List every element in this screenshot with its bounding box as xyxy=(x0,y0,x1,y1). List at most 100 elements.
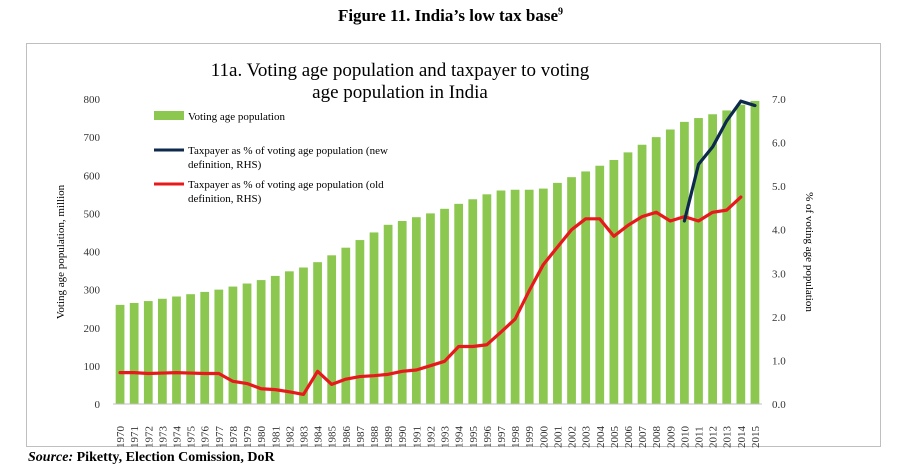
x-tick-label-2005: 2005 xyxy=(609,426,621,449)
bar-2014 xyxy=(736,104,746,404)
legend-label-old-definition-line1: Taxpayer as % of voting age population (… xyxy=(188,179,384,191)
figure-title: Figure 11. India’s low tax base9 xyxy=(0,6,901,26)
bar-1976 xyxy=(200,291,210,404)
x-tick-label-2007: 2007 xyxy=(637,426,649,449)
x-tick-label-2002: 2002 xyxy=(567,426,579,448)
y-tick-label: 800 xyxy=(84,94,101,106)
x-tick-label-2001: 2001 xyxy=(552,426,564,448)
bar-2015 xyxy=(750,100,760,404)
x-tick-label-1984: 1984 xyxy=(313,426,325,449)
bar-2004 xyxy=(595,165,605,404)
x-tick-label-2006: 2006 xyxy=(623,426,635,449)
x-tick-label-1977: 1977 xyxy=(214,426,226,449)
series-line-new-definition xyxy=(682,99,757,223)
y2-tick-label: 5.0 xyxy=(772,181,786,193)
chart-title: 11a. Voting age population and taxpayer … xyxy=(130,60,670,104)
bar-2000 xyxy=(538,188,548,404)
chart-frame xyxy=(26,43,881,447)
bar-1994 xyxy=(454,203,464,404)
x-tick-label-1994: 1994 xyxy=(454,426,466,449)
figure-title-text: Figure 11. India’s low tax base xyxy=(337,6,559,25)
bar-1982 xyxy=(284,271,294,404)
y-tick-label: 500 xyxy=(84,208,101,220)
x-tick-label-1980: 1980 xyxy=(256,426,268,449)
x-tick-label-1972: 1972 xyxy=(143,426,155,448)
y2-axis-label: % of voting age population xyxy=(803,192,815,312)
x-tick-label-1991: 1991 xyxy=(411,426,423,448)
x-tick-label-1983: 1983 xyxy=(299,426,311,449)
y2-tick-label: 3.0 xyxy=(772,268,786,280)
x-tick-label-2009: 2009 xyxy=(665,426,677,449)
x-tick-label-1995: 1995 xyxy=(468,426,480,449)
x-tick-label-1985: 1985 xyxy=(327,426,339,449)
bar-1996 xyxy=(482,194,492,404)
source-note: Source: Piketty, Election Comission, DoR xyxy=(28,450,275,466)
y-tick-label: 700 xyxy=(84,132,101,144)
x-tick-label-1993: 1993 xyxy=(440,426,452,449)
chart-title-line2: age population in India xyxy=(312,82,488,103)
bar-2005 xyxy=(609,160,619,404)
bar-2003 xyxy=(581,171,591,404)
bar-1993 xyxy=(440,208,449,404)
bar-1998 xyxy=(510,189,520,404)
y2-tick-label: 7.0 xyxy=(772,94,786,106)
bar-2013 xyxy=(722,110,732,404)
bar-1970 xyxy=(115,304,125,405)
bar-1987 xyxy=(355,240,365,404)
bar-1972 xyxy=(143,301,153,404)
x-tick-label-2012: 2012 xyxy=(708,426,720,448)
bar-2001 xyxy=(553,182,562,405)
bar-1973 xyxy=(158,298,167,404)
bar-1989 xyxy=(383,224,393,404)
source-label: Source: xyxy=(28,450,74,465)
y-tick-label: 0 xyxy=(95,399,101,411)
legend-swatch-voting-age xyxy=(154,111,184,120)
y-tick-label: 600 xyxy=(84,170,101,182)
x-tick-label-1998: 1998 xyxy=(510,426,522,449)
series-line-old-definition xyxy=(118,195,743,397)
bar-2002 xyxy=(567,177,576,404)
legend-label-new-definition-line1: Taxpayer as % of voting age population (… xyxy=(188,145,388,157)
legend-label-new-definition-line2: definition, RHS) xyxy=(188,159,262,171)
bar-2009 xyxy=(665,129,675,404)
x-tick-label-1979: 1979 xyxy=(242,426,254,449)
x-tick-label-1988: 1988 xyxy=(369,426,381,449)
y2-tick-label: 4.0 xyxy=(772,225,786,237)
bar-1990 xyxy=(397,221,407,404)
y-axis-label: Voting age population, million xyxy=(55,184,67,319)
x-tick-label-1973: 1973 xyxy=(157,426,169,449)
bar-1999 xyxy=(524,189,534,404)
x-tick-label-1971: 1971 xyxy=(129,426,141,448)
x-tick-label-1997: 1997 xyxy=(496,426,508,449)
y-tick-label: 300 xyxy=(84,285,101,297)
bar-1980 xyxy=(256,280,266,404)
x-tick-label-2000: 2000 xyxy=(538,426,550,449)
source-text: Piketty, Election Comission, DoR xyxy=(73,450,275,465)
x-tick-label-2010: 2010 xyxy=(679,426,691,449)
x-tick-label-1978: 1978 xyxy=(228,426,240,449)
y2-tick-label: 2.0 xyxy=(772,312,786,324)
x-tick-label-1992: 1992 xyxy=(425,426,437,448)
bar-1981 xyxy=(270,275,280,404)
x-tick-label-1996: 1996 xyxy=(482,425,494,448)
x-tick-label-2003: 2003 xyxy=(581,426,593,449)
bar-1978 xyxy=(228,286,238,404)
bar-1985 xyxy=(327,255,337,404)
legend-label-voting-age: Voting age population xyxy=(188,111,285,123)
x-tick-label-1990: 1990 xyxy=(397,426,409,449)
bar-1984 xyxy=(313,262,322,404)
bar-1975 xyxy=(186,294,195,404)
figure-title-footnote: 9 xyxy=(558,6,564,18)
x-tick-label-1976: 1976 xyxy=(200,426,212,449)
x-tick-label-1975: 1975 xyxy=(186,426,198,449)
legend-label-old-definition-line2: definition, RHS) xyxy=(188,193,262,205)
bar-1974 xyxy=(172,296,181,404)
x-tick-label-2008: 2008 xyxy=(651,426,663,449)
bar-1983 xyxy=(299,267,308,404)
bar-1988 xyxy=(369,232,379,404)
y2-tick-label: 0.0 xyxy=(772,399,786,411)
x-tick-label-1987: 1987 xyxy=(355,426,367,449)
x-tick-label-1989: 1989 xyxy=(383,426,395,449)
x-tick-label-1981: 1981 xyxy=(270,426,282,448)
